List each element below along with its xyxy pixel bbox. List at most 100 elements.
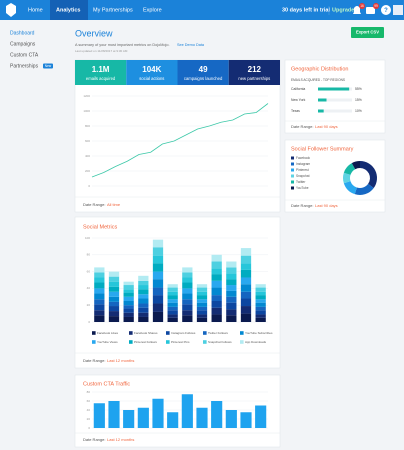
- y-tick-label: 800: [85, 124, 90, 128]
- legend-swatch: [203, 340, 207, 344]
- legend-swatch: [291, 186, 294, 190]
- bar-segment: [226, 279, 237, 286]
- donut-slice: [343, 163, 356, 175]
- bar: [318, 98, 327, 102]
- y-tick-label: 0: [88, 184, 90, 188]
- updated: Last updated on 11/28/2017 at 9:30 AM: [75, 49, 128, 53]
- bar-segment: [182, 277, 193, 283]
- bar-segment: [196, 291, 208, 296]
- bar-segment: [182, 288, 193, 294]
- new-badge-text: New: [45, 64, 52, 68]
- card-title: Social Follower Summary: [291, 146, 354, 152]
- legend-label: Pinterest Pins: [171, 340, 190, 344]
- bar-segment: [226, 315, 237, 322]
- bar-segment: [138, 275, 149, 281]
- bar-segment: [255, 314, 266, 318]
- nav-item[interactable]: Analytics: [56, 7, 80, 13]
- bar-segment: [167, 317, 178, 322]
- bar-segment: [138, 312, 149, 317]
- date-range: Last 90 days: [315, 203, 338, 208]
- bar-segment: [108, 296, 120, 302]
- bar-track: [318, 98, 352, 102]
- bar-segment: [167, 306, 178, 311]
- help-icon[interactable]: [381, 5, 391, 15]
- bar-segment: [196, 302, 208, 307]
- bell-icon[interactable]: [353, 6, 361, 14]
- upgrade[interactable]: Upgrade: [332, 7, 354, 13]
- nav-item[interactable]: My Partnerships: [93, 7, 133, 13]
- bar-segment: [167, 287, 178, 292]
- bar-segment: [226, 302, 237, 310]
- nav-item[interactable]: Explore: [143, 7, 162, 13]
- bar: [318, 109, 324, 113]
- bar-segment: [167, 291, 178, 296]
- bar-segment: [211, 301, 222, 308]
- bar-segment: [152, 279, 164, 288]
- y-tick-label: 1000: [83, 109, 90, 113]
- bar-segment: [108, 301, 120, 307]
- export-label[interactable]: Export CSV: [356, 30, 379, 35]
- date-range-label: Date Range:: [291, 203, 313, 208]
- bar-segment: [196, 299, 208, 303]
- legend-label: Snapchat Follows: [208, 340, 232, 344]
- sidebar-item[interactable]: Campaigns: [10, 41, 36, 47]
- bar-segment: [240, 313, 252, 322]
- card-subtitle: EMAILS ACQUIRED - TOP REGIONS: [291, 78, 345, 82]
- region-label: California: [291, 87, 305, 91]
- y-tick-label: 80: [87, 390, 91, 394]
- bar-segment: [182, 310, 193, 316]
- bar-segment: [226, 309, 237, 316]
- demo-link[interactable]: See Demo Data: [177, 43, 205, 47]
- stat-value: 212: [248, 65, 262, 74]
- y-tick-label: 1200: [83, 94, 90, 98]
- bar-segment: [196, 310, 208, 315]
- nav-item[interactable]: Home: [28, 7, 43, 13]
- bar-segment: [94, 310, 105, 316]
- legend-swatch: [291, 156, 294, 160]
- nav-bar: [0, 0, 404, 20]
- legend-swatch: [203, 331, 207, 335]
- logo[interactable]: [6, 3, 16, 17]
- avatar[interactable]: [393, 5, 403, 15]
- bar-segment: [255, 284, 266, 288]
- bar-segment: [94, 299, 105, 305]
- legend-label: Instagram Follows: [171, 331, 196, 335]
- bar: [181, 394, 193, 428]
- y-tick-label: 0: [88, 426, 90, 430]
- bar-segment: [211, 307, 222, 315]
- badge-count: 99: [374, 4, 378, 8]
- bar-segment: [182, 299, 193, 305]
- legend-label: Facebook: [296, 156, 310, 160]
- bar-segment: [182, 272, 193, 278]
- bar-segment: [255, 299, 266, 303]
- sidebar-item[interactable]: Dashboard: [10, 30, 35, 36]
- bar-segment: [167, 295, 178, 300]
- region-label: New York: [291, 98, 306, 102]
- sidebar-item[interactable]: Custom CTA: [10, 52, 39, 58]
- bar-track: [318, 109, 352, 113]
- sidebar-item[interactable]: Partnerships: [10, 63, 39, 69]
- stat-label: social actions: [139, 76, 164, 81]
- date-range-label: Date Range:: [83, 358, 105, 363]
- legend-label: Facebook Likes: [97, 331, 119, 335]
- bar-segment: [152, 271, 164, 280]
- bar-segment: [94, 272, 105, 278]
- value-label: 10%: [355, 109, 362, 113]
- legend-label: App Downloads: [245, 340, 267, 344]
- mail-icon[interactable]: [366, 7, 375, 14]
- bar-segment: [226, 290, 237, 297]
- bar: [167, 412, 179, 428]
- bar: [93, 403, 105, 428]
- card-title: Social Metrics: [83, 224, 117, 230]
- bar: [196, 407, 208, 428]
- help[interactable]: ?: [384, 8, 388, 14]
- bar-segment: [226, 296, 237, 303]
- bar-segment: [167, 284, 178, 288]
- legend-label: Instagram: [296, 162, 311, 166]
- bar-segment: [123, 308, 134, 313]
- date-range-label: Date Range:: [83, 437, 105, 442]
- bar-segment: [182, 304, 193, 311]
- export-button[interactable]: [351, 27, 384, 38]
- date-range-label: Date Range:: [83, 202, 105, 207]
